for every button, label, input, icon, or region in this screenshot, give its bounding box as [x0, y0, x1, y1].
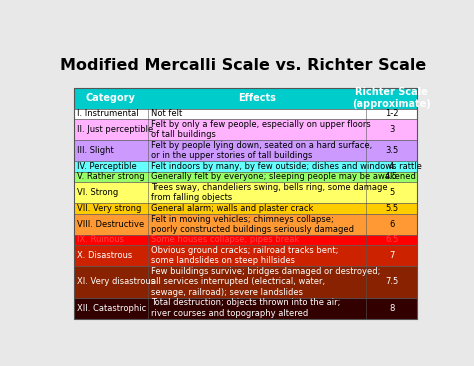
Bar [74, 266, 418, 298]
Text: II. Just perceptible: II. Just perceptible [77, 125, 153, 134]
Text: Effects: Effects [238, 93, 276, 103]
Text: Felt by people lying down, seated on a hard surface,
or in the upper stories of : Felt by people lying down, seated on a h… [151, 141, 372, 160]
Bar [74, 235, 418, 245]
Text: III. Slight: III. Slight [77, 146, 114, 155]
Text: 3: 3 [389, 125, 394, 134]
Bar [74, 245, 418, 266]
Bar [74, 119, 418, 140]
Text: VII. Very strong: VII. Very strong [77, 204, 141, 213]
Text: 6: 6 [389, 220, 394, 229]
Text: XII. Catastrophic: XII. Catastrophic [77, 304, 146, 313]
Text: 4: 4 [389, 162, 394, 171]
Text: Modified Mercalli Scale vs. Richter Scale: Modified Mercalli Scale vs. Richter Scal… [60, 57, 426, 72]
Bar [74, 87, 418, 319]
Text: 1-2: 1-2 [385, 109, 399, 119]
Bar [74, 109, 418, 119]
Text: 5.5: 5.5 [385, 204, 398, 213]
Bar [74, 214, 418, 235]
Bar [74, 161, 418, 172]
Text: V. Rather strong: V. Rather strong [77, 172, 145, 182]
Text: Trees sway, chandeliers swing, bells ring, some damage
from falling objects: Trees sway, chandeliers swing, bells rin… [151, 183, 387, 202]
Text: Felt by only a few people, especially on upper floors
of tall buildings: Felt by only a few people, especially on… [151, 120, 371, 139]
Text: VI. Strong: VI. Strong [77, 188, 118, 197]
Text: IX. Ruinous: IX. Ruinous [77, 235, 124, 244]
Text: 3.5: 3.5 [385, 146, 398, 155]
Bar [74, 203, 418, 214]
Text: I. Instrumental: I. Instrumental [77, 109, 138, 119]
Text: Not felt: Not felt [151, 109, 182, 119]
Bar [74, 182, 418, 203]
Text: Generally felt by everyone; sleeping people may be awakened: Generally felt by everyone; sleeping peo… [151, 172, 416, 182]
Text: Total destruction; objects thrown into the air;
river courses and topography alt: Total destruction; objects thrown into t… [151, 299, 340, 318]
Bar [74, 87, 418, 109]
Text: XI. Very disastrous: XI. Very disastrous [77, 277, 155, 287]
Text: Category: Category [86, 93, 136, 103]
Text: Some houses collapse; pipes break: Some houses collapse; pipes break [151, 235, 299, 244]
Text: 6.5: 6.5 [385, 235, 398, 244]
Text: 7: 7 [389, 251, 394, 260]
Text: General alarm; walls and plaster crack: General alarm; walls and plaster crack [151, 204, 313, 213]
Text: VIII. Destructive: VIII. Destructive [77, 220, 144, 229]
Text: Richter Scale
(approximate): Richter Scale (approximate) [352, 87, 431, 109]
Text: Felt indoors by many, by few outside; dishes and windows rattle: Felt indoors by many, by few outside; di… [151, 162, 421, 171]
Text: 7.5: 7.5 [385, 277, 398, 287]
Bar [74, 298, 418, 319]
Text: IV. Perceptible: IV. Perceptible [77, 162, 137, 171]
Text: X. Disastrous: X. Disastrous [77, 251, 132, 260]
Bar [74, 140, 418, 161]
Text: 8: 8 [389, 304, 394, 313]
Bar [74, 172, 418, 182]
Text: Few buildings survive; bridges damaged or destroyed;
all services interrupted (e: Few buildings survive; bridges damaged o… [151, 267, 380, 297]
Text: Felt in moving vehicles; chimneys collapse;
poorly constructed buildings serious: Felt in moving vehicles; chimneys collap… [151, 214, 354, 234]
Text: Obvious ground cracks; railroad tracks bent;
some landslides on steep hillsides: Obvious ground cracks; railroad tracks b… [151, 246, 338, 265]
Text: 4.5: 4.5 [385, 172, 398, 182]
Text: 5: 5 [389, 188, 394, 197]
